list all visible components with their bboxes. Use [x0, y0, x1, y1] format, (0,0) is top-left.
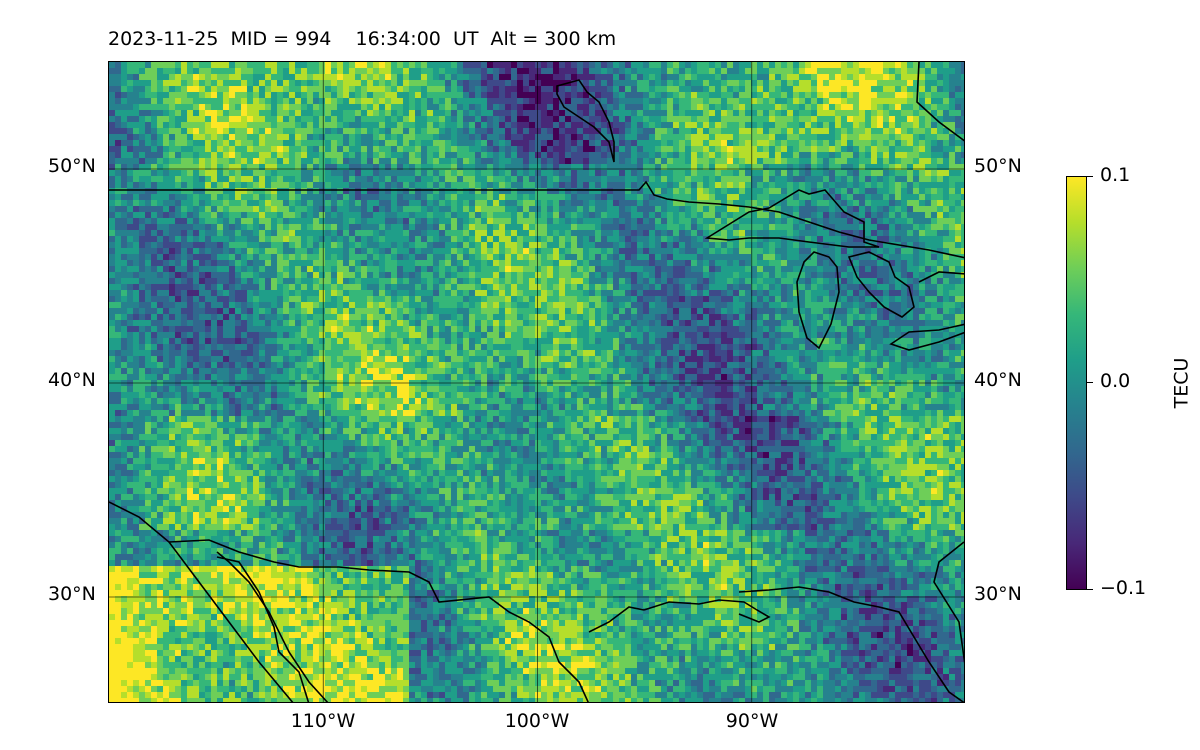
lon-label-100w: 100°W: [504, 710, 570, 732]
colorbar-title: TECU: [1170, 357, 1193, 409]
lat-label-40-left: 40°N: [48, 369, 96, 391]
tec-map: [108, 61, 965, 703]
lat-label-50-left: 50°N: [48, 155, 96, 177]
lon-label-90w: 90°W: [725, 710, 779, 732]
lat-label-30-left: 30°N: [48, 583, 96, 605]
colorbar-label-max: 0.1: [1100, 164, 1131, 186]
lat-label-40-right: 40°N: [974, 369, 1022, 391]
map-gridlines: [109, 62, 964, 702]
colorbar-label-min: −0.1: [1100, 577, 1147, 599]
tec-cells: [109, 62, 964, 702]
map-title: 2023-11-25 MID = 994 16:34:00 UT Alt = 3…: [108, 28, 617, 50]
colorbar-tick-min: [1087, 589, 1093, 590]
tec-map-canvas: [109, 62, 964, 702]
coastlines: [109, 62, 964, 702]
lon-label-110w: 110°W: [290, 710, 356, 732]
lat-label-30-right: 30°N: [974, 583, 1022, 605]
colorbar-tick-zero: [1087, 382, 1093, 383]
lat-label-50-right: 50°N: [974, 155, 1022, 177]
colorbar: [1066, 176, 1087, 590]
colorbar-tick-max: [1087, 176, 1093, 177]
colorbar-label-zero: 0.0: [1100, 370, 1131, 392]
